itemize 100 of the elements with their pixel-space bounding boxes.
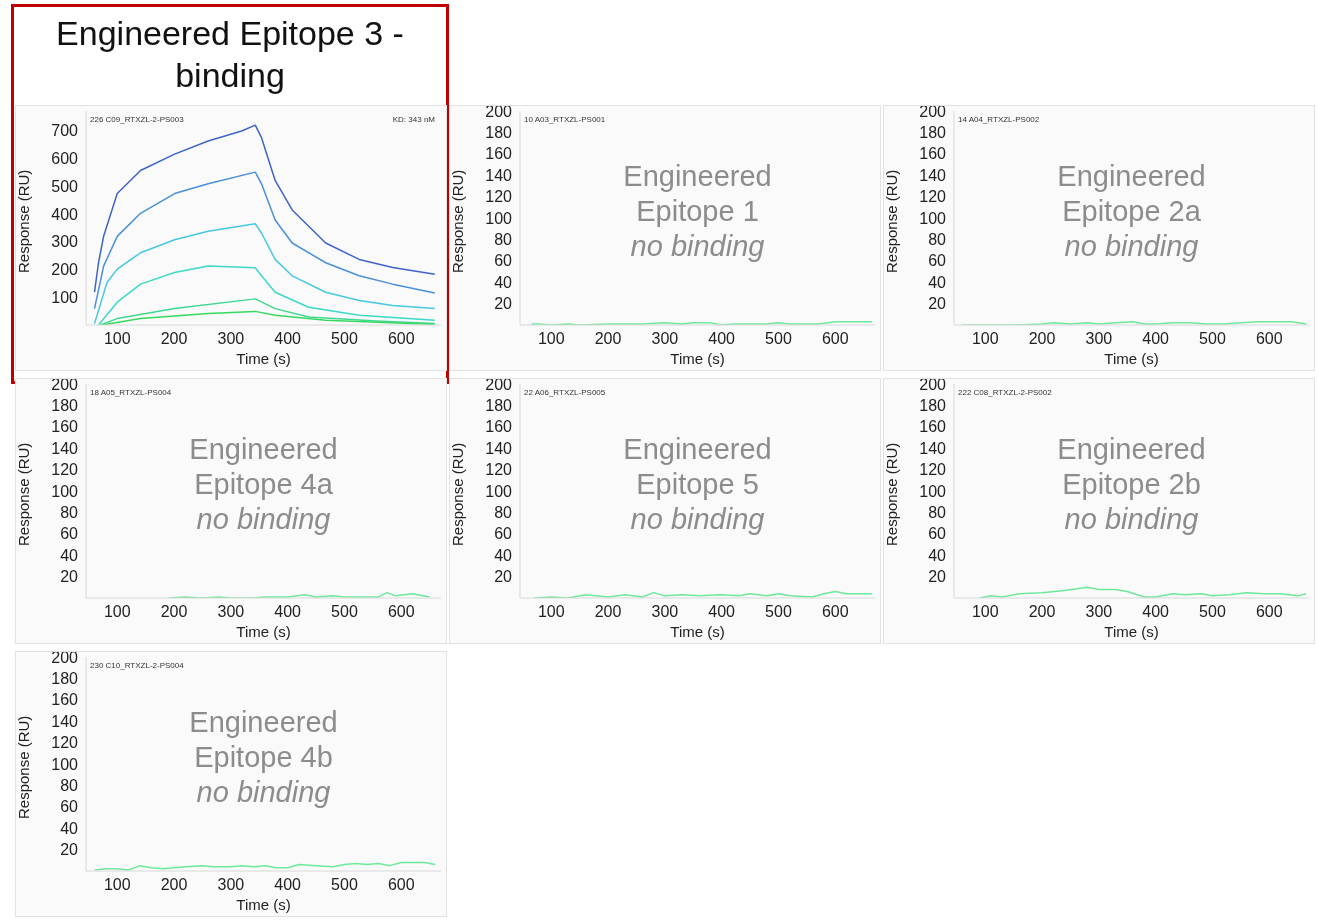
y-tick-label: 200 bbox=[485, 375, 513, 393]
x-tick-label: 600 bbox=[821, 603, 849, 621]
y-axis-title: Response (RU) bbox=[15, 169, 33, 273]
x-tick-label: 300 bbox=[651, 330, 679, 348]
y-tick-label: 100 bbox=[51, 755, 79, 773]
x-tick-label: 600 bbox=[387, 603, 415, 621]
y-tick-label: 80 bbox=[494, 504, 513, 522]
y-tick-label: 100 bbox=[485, 209, 513, 227]
y-tick-label: 20 bbox=[494, 568, 513, 586]
y-tick-label: 100 bbox=[919, 209, 947, 227]
line-series bbox=[93, 171, 436, 310]
y-tick-label: 60 bbox=[60, 525, 79, 543]
y-tick-label: 100 bbox=[919, 482, 947, 500]
x-tick-label: 300 bbox=[217, 603, 245, 621]
y-tick-label: 600 bbox=[51, 149, 79, 167]
annotation: 22 A06_RTXZL-PS005 bbox=[524, 388, 606, 397]
y-tick-label: 180 bbox=[919, 124, 947, 142]
y-tick-label: 80 bbox=[928, 504, 947, 522]
y-tick-label: 60 bbox=[928, 252, 947, 270]
x-tick-label: 200 bbox=[160, 876, 188, 894]
y-tick-label: 40 bbox=[928, 546, 947, 564]
x-tick-label: 500 bbox=[1199, 330, 1226, 348]
x-tick-label: 600 bbox=[387, 330, 415, 348]
y-tick-label: 200 bbox=[51, 375, 79, 393]
x-tick-label: 600 bbox=[387, 876, 415, 894]
annotation: 10 A03_RTXZL-PS001 bbox=[524, 115, 606, 124]
x-tick-label: 200 bbox=[594, 330, 622, 348]
x-tick-label: 500 bbox=[765, 330, 792, 348]
x-tick-label: 100 bbox=[971, 603, 999, 621]
x-tick-label: 400 bbox=[1142, 330, 1170, 348]
y-axis-title: Response (RU) bbox=[15, 715, 33, 819]
x-tick-label: 600 bbox=[1255, 330, 1283, 348]
line-series bbox=[93, 223, 436, 325]
y-tick-label: 200 bbox=[51, 648, 79, 666]
x-tick-label: 500 bbox=[331, 330, 358, 348]
annotation: 18 A05_RTXZL-PS004 bbox=[90, 388, 172, 397]
y-tick-label: 40 bbox=[494, 273, 513, 291]
y-tick-label: 40 bbox=[60, 546, 79, 564]
chart-title: Engineered Epitope 3 - binding bbox=[55, 13, 405, 96]
x-tick-label: 100 bbox=[537, 330, 565, 348]
y-tick-label: 120 bbox=[919, 188, 947, 206]
annotation: no binding bbox=[629, 229, 766, 264]
x-tick-label: 100 bbox=[103, 603, 131, 621]
y-tick-label: 200 bbox=[919, 102, 947, 120]
x-axis-title: Time (s) bbox=[236, 350, 291, 367]
y-axis-title: Response (RU) bbox=[449, 442, 467, 546]
line-series bbox=[93, 124, 436, 293]
y-tick-label: 200 bbox=[919, 375, 947, 393]
x-tick-label: 200 bbox=[160, 330, 188, 348]
y-tick-label: 40 bbox=[60, 819, 79, 837]
x-tick-label: 300 bbox=[217, 876, 245, 894]
x-axis-title: Time (s) bbox=[1104, 350, 1159, 367]
y-tick-label: 140 bbox=[919, 166, 947, 184]
y-tick-label: 60 bbox=[60, 798, 79, 816]
y-tick-label: 80 bbox=[60, 777, 79, 795]
x-tick-label: 400 bbox=[708, 603, 736, 621]
annotation: KD: 343 nM bbox=[392, 115, 435, 124]
x-tick-label: 600 bbox=[1255, 603, 1283, 621]
annotation: no binding bbox=[195, 775, 332, 810]
y-tick-label: 160 bbox=[919, 418, 947, 436]
y-tick-label: 120 bbox=[485, 461, 513, 479]
y-tick-label: 80 bbox=[60, 504, 79, 522]
y-tick-label: 40 bbox=[494, 546, 513, 564]
annotation: no binding bbox=[629, 502, 766, 537]
x-axis-title: Time (s) bbox=[670, 623, 725, 640]
y-tick-label: 180 bbox=[51, 670, 79, 688]
x-axis-title: Time (s) bbox=[1104, 623, 1159, 640]
y-tick-label: 500 bbox=[51, 177, 79, 195]
x-tick-label: 400 bbox=[274, 876, 302, 894]
y-tick-label: 160 bbox=[51, 418, 79, 436]
y-tick-label: 140 bbox=[51, 439, 79, 457]
y-axis-title: Response (RU) bbox=[883, 169, 901, 273]
y-axis-title: Response (RU) bbox=[449, 169, 467, 273]
y-tick-label: 100 bbox=[51, 288, 79, 306]
y-tick-label: 140 bbox=[919, 439, 947, 457]
annotation: 14 A04_RTXZL-PS002 bbox=[958, 115, 1040, 124]
x-tick-label: 500 bbox=[331, 876, 358, 894]
y-tick-label: 20 bbox=[60, 568, 79, 586]
x-tick-label: 400 bbox=[274, 603, 302, 621]
line-series bbox=[93, 861, 437, 871]
annotation: no binding bbox=[1063, 502, 1200, 537]
y-tick-label: 20 bbox=[928, 295, 947, 313]
y-tick-label: 100 bbox=[485, 482, 513, 500]
y-tick-label: 120 bbox=[51, 734, 79, 752]
x-tick-label: 100 bbox=[971, 330, 999, 348]
x-tick-label: 100 bbox=[103, 876, 131, 894]
y-tick-label: 80 bbox=[494, 231, 513, 249]
y-tick-label: 120 bbox=[485, 188, 513, 206]
x-tick-label: 100 bbox=[103, 330, 131, 348]
x-tick-label: 200 bbox=[1028, 330, 1056, 348]
x-tick-label: 400 bbox=[274, 330, 302, 348]
x-tick-label: 500 bbox=[765, 603, 792, 621]
x-tick-label: 200 bbox=[594, 603, 622, 621]
line-series bbox=[99, 298, 436, 325]
x-tick-label: 300 bbox=[217, 330, 245, 348]
y-tick-label: 160 bbox=[51, 691, 79, 709]
y-tick-label: 400 bbox=[51, 205, 79, 223]
y-tick-label: 200 bbox=[485, 102, 513, 120]
y-axis-title: Response (RU) bbox=[15, 442, 33, 546]
y-tick-label: 100 bbox=[51, 482, 79, 500]
